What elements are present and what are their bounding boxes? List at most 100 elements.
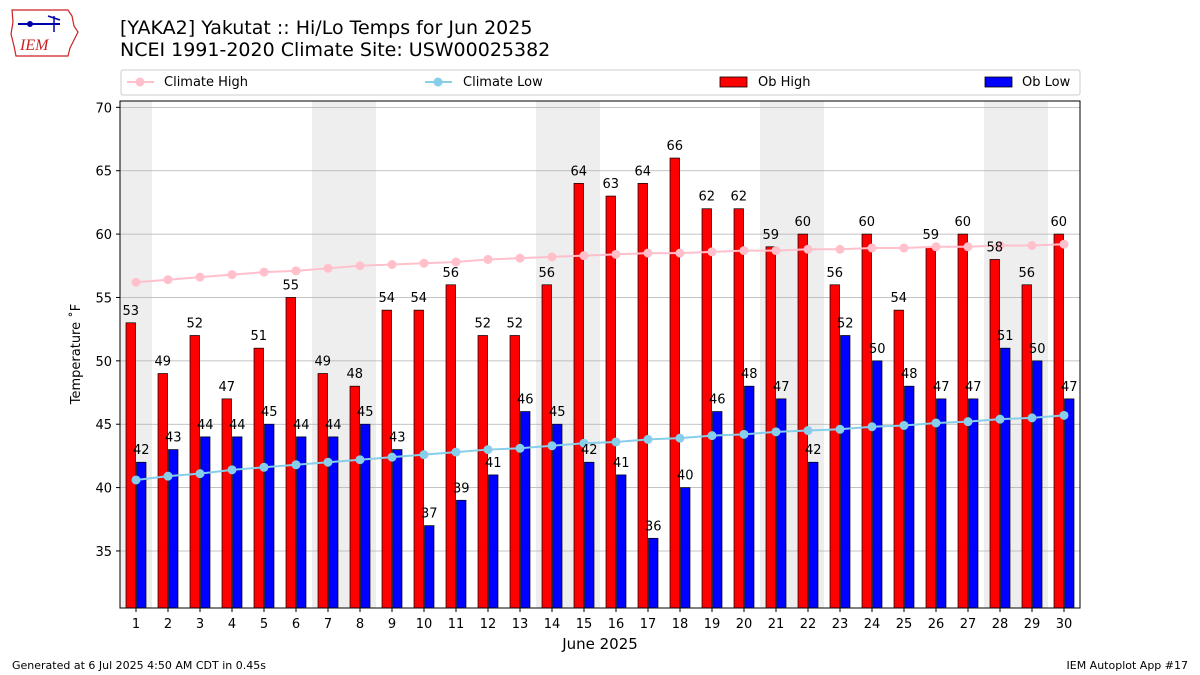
ob-low-label-2: 43	[165, 431, 182, 446]
ob-high-bar-12	[477, 335, 488, 609]
climate-low-point-2	[163, 471, 173, 481]
xtick-label-5: 5	[260, 617, 268, 632]
ob-high-bar-26	[925, 246, 936, 609]
ob-high-bar-30	[1053, 233, 1064, 609]
ob-low-bar-8	[360, 423, 371, 609]
climate-low-point-1	[131, 475, 141, 485]
ob-high-label-8: 48	[346, 367, 363, 382]
climate-high-point-24	[867, 243, 877, 253]
weekend-shade-29	[1016, 101, 1048, 608]
climate-low-point-6	[291, 460, 301, 470]
climate-high-point-5	[259, 267, 269, 277]
climate-high-point-7	[323, 263, 333, 273]
climate-low-point-19	[707, 431, 717, 441]
climate-high-point-6	[291, 266, 301, 276]
xtick-label-16: 16	[608, 617, 625, 632]
ob-high-bar-1	[125, 322, 136, 609]
ob-high-label-4: 47	[218, 380, 235, 395]
xtick-label-29: 29	[1024, 617, 1041, 632]
climate-low-point-29	[1027, 413, 1037, 423]
ytick-label-40: 40	[95, 482, 112, 497]
weekend-shade-8	[344, 101, 376, 608]
ob-low-bar-25	[904, 385, 915, 609]
climate-high-point-1	[131, 277, 141, 287]
xtick-label-24: 24	[864, 617, 881, 632]
climate-low-point-7	[323, 457, 333, 467]
ob-low-bar-20	[744, 385, 755, 609]
xtick-label-27: 27	[960, 617, 977, 632]
legend-ob-low: Ob Low	[984, 75, 1071, 90]
ob-high-label-30: 60	[1050, 215, 1067, 230]
ob-high-label-25: 54	[890, 291, 907, 306]
ob-low-bar-14	[552, 423, 563, 609]
climate-low-point-14	[547, 441, 557, 451]
climate-low-point-17	[643, 434, 653, 444]
xtick-label-19: 19	[704, 617, 721, 632]
ob-high-label-16: 63	[602, 177, 619, 192]
ob-low-label-28: 51	[997, 329, 1014, 344]
xtick-label-1: 1	[132, 617, 140, 632]
climate-high-point-26	[931, 242, 941, 252]
climate-low-point-9	[387, 452, 397, 462]
ob-low-bar-1	[136, 461, 147, 609]
climate-high-point-17	[643, 248, 653, 258]
legend: Climate High Climate Low Ob High Ob Low	[120, 69, 1081, 96]
ob-low-label-11: 39	[453, 481, 470, 496]
chart-subtitle: NCEI 1991-2020 Climate Site: USW00025382	[120, 39, 551, 61]
climate-high-point-10	[419, 258, 429, 268]
ob-high-bar-29	[1021, 284, 1032, 609]
ob-low-label-7: 44	[325, 418, 342, 433]
ob-low-bar-15	[584, 461, 595, 609]
ob-high-label-3: 52	[186, 316, 203, 331]
ob-low-label-17: 36	[645, 519, 662, 534]
ob-high-label-28: 58	[986, 240, 1003, 255]
climate-low-point-4	[227, 465, 237, 475]
bar-labels: 53 42 49 43 52 44 47 44 51 45 55 44 49 44 48 45 54 43 54 37…	[122, 139, 1077, 534]
xtick-label-2: 2	[164, 617, 172, 632]
climate-high-point-27	[963, 242, 973, 252]
grid-lines	[120, 106, 1080, 552]
ob-low-label-14: 45	[549, 405, 566, 420]
ob-high-bar-23	[829, 284, 840, 609]
ob-low-label-5: 45	[261, 405, 278, 420]
xtick-label-12: 12	[480, 617, 497, 632]
ob-high-bar-10	[413, 309, 424, 609]
ob-low-label-18: 40	[677, 469, 694, 484]
ob-low-label-26: 47	[933, 380, 950, 395]
climate-high-line	[135, 243, 1065, 284]
ob-high-label-24: 60	[858, 215, 875, 230]
ob-high-bar-2	[157, 373, 168, 609]
ob-low-bar-27	[968, 398, 979, 609]
ob-low-label-24: 50	[869, 342, 886, 357]
climate-low-point-25	[899, 420, 909, 430]
ob-high-label-22: 60	[794, 215, 811, 230]
xtick-label-14: 14	[544, 617, 561, 632]
ob-low-bar-10	[424, 525, 435, 609]
ob-high-label-15: 64	[570, 164, 587, 179]
ob-low-label-30: 47	[1061, 380, 1078, 395]
weekend-shade-21	[760, 101, 792, 608]
xtick-label-6: 6	[292, 617, 300, 632]
ob-high-label-1: 53	[122, 304, 139, 319]
climate-high-point-13	[515, 253, 525, 263]
ob-low-label-27: 47	[965, 380, 982, 395]
xtick-label-11: 11	[448, 617, 465, 632]
ytick-label-55: 55	[95, 291, 112, 306]
climate-low-point-15	[579, 438, 589, 448]
climate-high-point-8	[355, 261, 365, 271]
chart-title: [YAKA2] Yakutat :: Hi/Lo Temps for Jun 2…	[120, 17, 533, 39]
ob-low-bar-12	[488, 474, 499, 609]
ob-high-label-2: 49	[154, 355, 171, 370]
climate-high-point-20	[739, 246, 749, 256]
climate-low-point-3	[195, 469, 205, 479]
ob-high-label-17: 64	[634, 164, 651, 179]
ob-low-label-9: 43	[389, 431, 406, 446]
climate-low-point-8	[355, 455, 365, 465]
ob-low-label-20: 48	[741, 367, 758, 382]
ob-low-label-23: 52	[837, 316, 854, 331]
ob-low-label-4: 44	[229, 418, 246, 433]
ob-low-bar-4	[232, 436, 243, 609]
climate-low-point-23	[835, 424, 845, 434]
xtick-label-7: 7	[324, 617, 332, 632]
legend-climate-high-label: Climate High	[164, 75, 248, 90]
